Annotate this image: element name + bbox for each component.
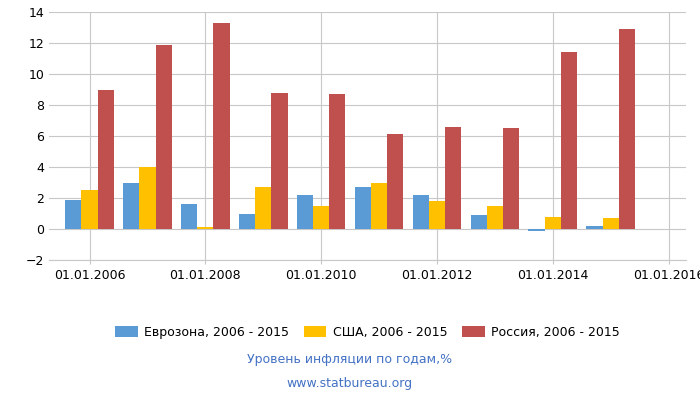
- Bar: [97, 90, 114, 229]
- Text: Уровень инфляции по годам,%: Уровень инфляции по годам,%: [247, 354, 453, 366]
- Bar: [155, 44, 172, 229]
- Bar: [139, 167, 155, 229]
- Bar: [445, 127, 461, 229]
- Bar: [272, 93, 288, 229]
- Bar: [239, 214, 256, 229]
- Bar: [197, 228, 214, 229]
- Legend: Еврозона, 2006 - 2015, США, 2006 - 2015, Россия, 2006 - 2015: Еврозона, 2006 - 2015, США, 2006 - 2015,…: [110, 321, 625, 344]
- Bar: [470, 215, 486, 229]
- Bar: [181, 204, 197, 229]
- Bar: [355, 187, 371, 229]
- Bar: [329, 94, 346, 229]
- Bar: [81, 190, 97, 229]
- Bar: [387, 134, 403, 229]
- Bar: [603, 218, 619, 229]
- Bar: [297, 195, 313, 229]
- Bar: [214, 23, 230, 229]
- Bar: [256, 187, 272, 229]
- Bar: [528, 229, 545, 230]
- Bar: [587, 226, 603, 229]
- Bar: [486, 206, 503, 229]
- Bar: [619, 29, 635, 229]
- Bar: [561, 52, 577, 229]
- Bar: [313, 206, 329, 229]
- Text: www.statbureau.org: www.statbureau.org: [287, 378, 413, 390]
- Bar: [371, 182, 387, 229]
- Bar: [545, 217, 561, 229]
- Bar: [503, 128, 519, 229]
- Bar: [413, 195, 429, 229]
- Bar: [429, 201, 445, 229]
- Bar: [65, 200, 81, 229]
- Bar: [123, 182, 139, 229]
